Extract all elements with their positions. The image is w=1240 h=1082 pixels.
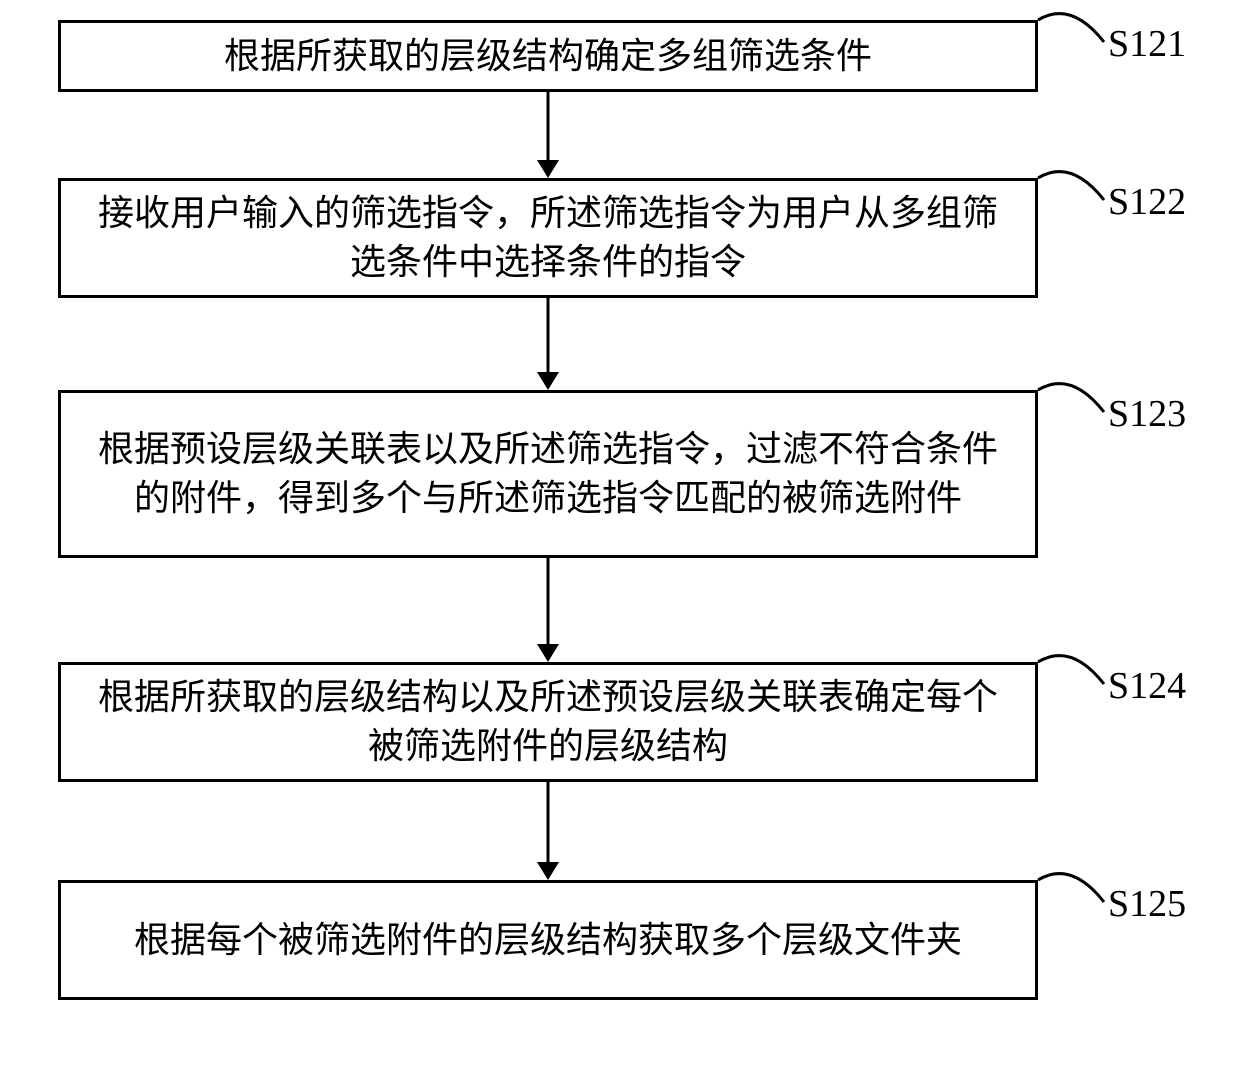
flow-node-text: 根据预设层级关联表以及所述筛选指令，过滤不符合条件的附件，得到多个与所述筛选指令… — [81, 425, 1015, 522]
step-label-s122: S122 — [1108, 180, 1186, 224]
flow-node-s123: 根据预设层级关联表以及所述筛选指令，过滤不符合条件的附件，得到多个与所述筛选指令… — [58, 390, 1038, 558]
leader-line-s125 — [1034, 850, 1108, 932]
step-label-s125: S125 — [1108, 882, 1186, 926]
step-label-s123: S123 — [1108, 392, 1186, 436]
step-label-s124: S124 — [1108, 664, 1186, 708]
leader-line-s123 — [1034, 360, 1108, 442]
flow-node-s125: 根据每个被筛选附件的层级结构获取多个层级文件夹 — [58, 880, 1038, 1000]
flowchart-canvas: 根据所获取的层级结构确定多组筛选条件 S121 接收用户输入的筛选指令，所述筛选指令… — [0, 0, 1240, 1082]
flow-node-text: 接收用户输入的筛选指令，所述筛选指令为用户从多组筛选条件中选择条件的指令 — [81, 189, 1015, 286]
step-label-s121: S121 — [1108, 22, 1186, 66]
flow-node-s122: 接收用户输入的筛选指令，所述筛选指令为用户从多组筛选条件中选择条件的指令 — [58, 178, 1038, 298]
flow-node-s121: 根据所获取的层级结构确定多组筛选条件 — [58, 20, 1038, 92]
flow-node-text: 根据每个被筛选附件的层级结构获取多个层级文件夹 — [134, 916, 962, 965]
arrow-s123-s124 — [533, 558, 563, 662]
arrow-s122-s123 — [533, 298, 563, 390]
arrow-s121-s122 — [533, 92, 563, 178]
arrow-s124-s125 — [533, 782, 563, 880]
leader-line-s124 — [1034, 632, 1108, 714]
leader-line-s121 — [1034, 0, 1108, 72]
flow-node-text: 根据所获取的层级结构以及所述预设层级关联表确定每个被筛选附件的层级结构 — [81, 673, 1015, 770]
flow-node-s124: 根据所获取的层级结构以及所述预设层级关联表确定每个被筛选附件的层级结构 — [58, 662, 1038, 782]
flow-node-text: 根据所获取的层级结构确定多组筛选条件 — [224, 32, 872, 81]
leader-line-s122 — [1034, 148, 1108, 230]
